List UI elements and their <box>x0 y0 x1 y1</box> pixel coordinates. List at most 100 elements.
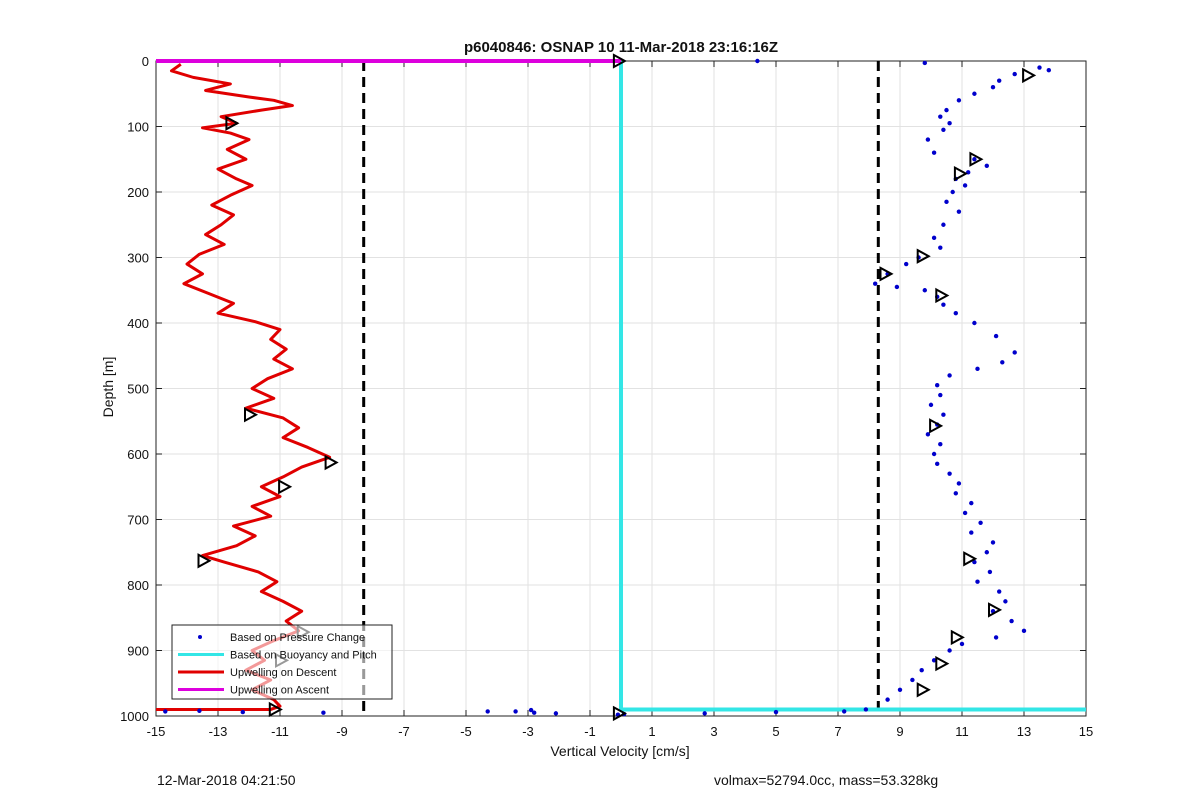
plot-area <box>156 53 1086 722</box>
triangle-marker <box>324 454 339 471</box>
x-tick-label: -15 <box>147 724 166 739</box>
data-point <box>984 163 989 168</box>
x-tick-label: -9 <box>336 724 348 739</box>
data-point <box>532 710 537 715</box>
series-line-upwelling-descent <box>156 63 332 711</box>
data-point <box>984 550 989 555</box>
triangle-marker <box>963 551 978 567</box>
data-point <box>197 708 202 713</box>
triangle-marker <box>953 165 968 182</box>
triangle-marker <box>225 115 240 131</box>
data-point <box>953 491 958 496</box>
triangle-marker <box>935 655 950 672</box>
data-point <box>928 402 934 408</box>
data-point <box>953 310 958 316</box>
data-point <box>1012 71 1017 77</box>
data-point <box>931 451 937 457</box>
footer-volume-mass: volmax=52794.0cc, mass=53.328kg <box>714 772 939 788</box>
triangle-marker <box>879 266 894 282</box>
data-point <box>1000 360 1005 365</box>
data-point <box>1003 599 1008 604</box>
x-tick-label: 1 <box>648 724 655 739</box>
data-point <box>938 245 943 250</box>
data-point <box>702 711 707 716</box>
data-point <box>947 471 952 476</box>
data-point <box>990 540 996 545</box>
data-point <box>993 333 999 339</box>
triangle-marker <box>969 151 984 167</box>
data-point <box>938 392 943 398</box>
data-point <box>240 709 245 715</box>
triangle-marker <box>197 553 212 569</box>
triangle-marker <box>612 53 627 69</box>
data-point <box>947 373 952 378</box>
data-point <box>873 281 878 286</box>
y-tick-label: 200 <box>127 185 149 200</box>
data-point <box>950 189 955 195</box>
triangle-marker <box>244 407 259 423</box>
data-point <box>897 687 903 692</box>
data-point <box>925 137 931 142</box>
y-tick-label: 800 <box>127 578 149 593</box>
data-point <box>947 648 952 653</box>
chart-title: p6040846: OSNAP 10 11-Mar-2018 23:16:16Z <box>464 39 778 56</box>
data-point <box>513 709 518 714</box>
x-tick-label: 5 <box>772 724 779 739</box>
legend-box <box>171 624 393 700</box>
x-tick-label: -7 <box>398 724 410 739</box>
data-point <box>910 677 915 683</box>
legend-label: Based on Pressure Change <box>230 632 365 644</box>
triangle-marker <box>612 705 627 722</box>
triangle-marker <box>929 418 944 434</box>
x-tick-label: -1 <box>584 724 596 739</box>
y-tick-label: 500 <box>127 382 149 397</box>
data-point <box>972 157 977 162</box>
data-point <box>935 461 940 467</box>
y-tick-label: 600 <box>127 447 149 462</box>
data-point <box>941 222 946 227</box>
data-point <box>1012 350 1017 355</box>
triangle-marker <box>916 248 931 264</box>
data-point <box>956 481 962 486</box>
y-tick-label: 300 <box>127 251 149 266</box>
data-point <box>987 569 993 575</box>
data-point <box>755 58 760 64</box>
x-tick-label: -5 <box>460 724 472 739</box>
data-point <box>904 261 909 267</box>
legend: Based on Pressure Change Based on Buoyanc… <box>171 624 393 700</box>
data-point <box>1046 67 1052 73</box>
data-point <box>975 366 980 372</box>
data-point <box>931 150 937 155</box>
data-point <box>553 711 559 716</box>
data-point <box>969 530 974 535</box>
data-point <box>947 121 952 126</box>
data-point <box>925 432 931 437</box>
data-point <box>944 107 949 113</box>
x-tick-label: 9 <box>896 724 903 739</box>
data-point <box>528 707 534 713</box>
triangle-marker <box>935 287 950 304</box>
legend-label: Based on Buoyancy and Pitch <box>230 650 377 662</box>
data-point <box>931 235 937 241</box>
data-point <box>922 288 927 293</box>
data-point <box>885 697 890 702</box>
data-point <box>997 589 1002 594</box>
legend-label: Upwelling on Descent <box>230 667 336 679</box>
data-point <box>321 710 326 715</box>
triangle-marker <box>1022 67 1037 84</box>
data-point <box>956 209 962 214</box>
triangle-marker <box>988 602 1003 618</box>
data-point <box>938 114 943 119</box>
data-point <box>919 667 924 673</box>
data-point <box>990 85 996 90</box>
data-point <box>978 520 983 525</box>
data-point <box>1009 618 1014 624</box>
data-point <box>863 707 869 712</box>
data-point <box>941 302 946 307</box>
data-point <box>1037 65 1042 70</box>
data-point <box>969 500 974 506</box>
triangle-marker <box>950 629 965 646</box>
data-point <box>922 60 927 66</box>
data-point <box>944 199 949 205</box>
